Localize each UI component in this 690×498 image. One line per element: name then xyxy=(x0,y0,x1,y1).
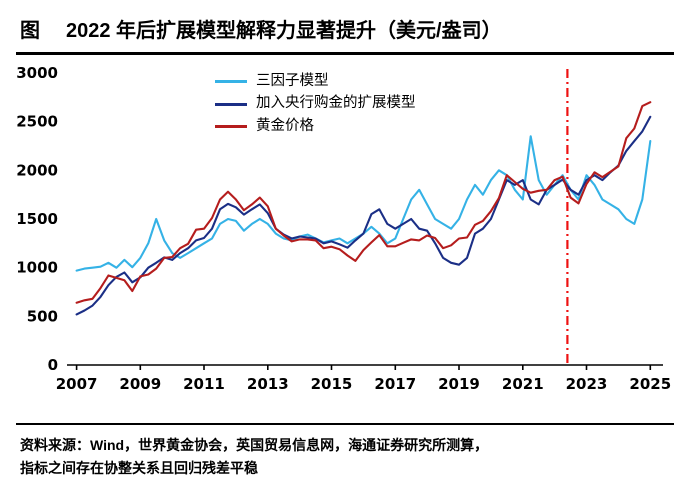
legend-item-three-factor: 三因子模型 xyxy=(215,73,416,90)
svg-text:2007: 2007 xyxy=(56,375,98,393)
legend-label: 三因子模型 xyxy=(256,73,329,89)
svg-text:1000: 1000 xyxy=(16,259,58,277)
svg-text:2019: 2019 xyxy=(438,375,480,393)
legend-label: 加入央行购金的扩展模型 xyxy=(256,95,416,112)
svg-text:500: 500 xyxy=(27,307,58,325)
svg-text:1500: 1500 xyxy=(16,210,58,228)
svg-text:2500: 2500 xyxy=(16,113,58,131)
svg-text:2025: 2025 xyxy=(629,375,671,393)
page-title: 2022 年后扩展模型解释力显著提升（美元/盎司） xyxy=(66,20,502,42)
legend-item-extended-model: 加入央行购金的扩展模型 xyxy=(215,95,416,112)
legend-swatch-cyan xyxy=(215,80,247,84)
svg-text:2017: 2017 xyxy=(374,375,416,393)
svg-text:2013: 2013 xyxy=(247,375,289,393)
source-note: 资料来源：Wind，世界黄金协会，英国贸易信息网，海通证券研究所测算， 指标之间… xyxy=(16,423,674,480)
svg-text:3000: 3000 xyxy=(16,64,58,82)
svg-text:2021: 2021 xyxy=(502,375,544,393)
legend-swatch-red xyxy=(215,124,247,128)
title-divider xyxy=(16,52,674,55)
legend-label: 黄金价格 xyxy=(256,117,314,134)
figure-title-row: 图 2022 年后扩展模型解释力显著提升（美元/盎司） xyxy=(0,0,690,52)
legend-item-gold-price: 黄金价格 xyxy=(215,118,416,135)
figure-label: 图 xyxy=(20,20,40,42)
chart-canvas: 0 500 1000 1500 2000 2500 3000 2007 2009 2011 2013… xyxy=(16,64,671,393)
svg-text:2011: 2011 xyxy=(183,375,225,393)
svg-text:2009: 2009 xyxy=(119,375,161,393)
svg-text:2000: 2000 xyxy=(16,161,58,179)
svg-text:2023: 2023 xyxy=(566,375,608,393)
source-note-line1: 资料来源：Wind，世界黄金协会，英国贸易信息网，海通证券研究所测算， xyxy=(20,437,489,453)
svg-text:0: 0 xyxy=(48,356,58,374)
chart-area: 0 500 1000 1500 2000 2500 3000 2007 2009 2011 2013… xyxy=(15,59,675,409)
legend-swatch-navy xyxy=(215,102,247,106)
chart-legend: 三因子模型 加入央行购金的扩展模型 黄金价格 xyxy=(215,73,416,135)
source-note-line2: 指标之间存在协整关系且回归残差平稳 xyxy=(20,460,258,477)
svg-text:2015: 2015 xyxy=(311,375,353,393)
